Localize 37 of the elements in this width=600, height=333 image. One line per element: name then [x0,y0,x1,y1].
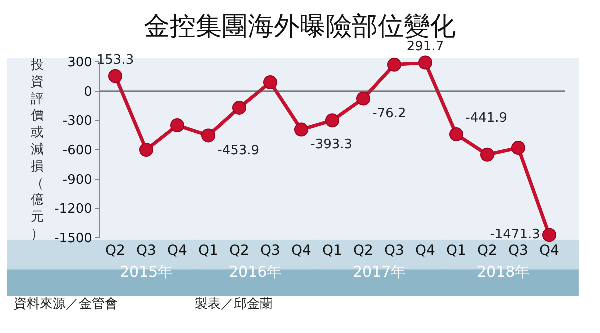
x-tick-label: Q4 [416,243,436,259]
y-tick-label: -900 [62,172,92,188]
y-tick-label: 300 [68,56,92,71]
x-tick-label: Q4 [292,243,312,259]
x-tick-label: Q1 [446,243,466,259]
x-tick-label: Q1 [322,243,342,259]
data-label: -1471.3 [490,227,540,242]
x-tick-label: Q2 [106,243,126,259]
x-tick-label: Q1 [198,243,218,259]
x-tick-label: Q3 [384,243,404,259]
data-label: -393.3 [310,138,353,153]
x-tick-label: Q4 [540,243,560,259]
x-tick-label: Q3 [260,243,280,259]
data-label: -76.2 [372,106,406,122]
text: 2017年 [353,263,406,281]
source-note: 資料來源／金管會 [14,297,118,312]
text: 2015年 [120,263,174,281]
text: 2016年 [229,263,282,281]
y-tick-label: -300 [62,114,92,130]
text: 2018年 [477,263,530,281]
y-tick-label: 0 [84,84,92,100]
y-tick-label: -1500 [54,232,92,247]
text: 製表／邱金蘭 [195,297,273,312]
y-tick-label: -600 [62,144,92,159]
data-label: 291.7 [406,39,444,54]
y-tick-label: -1200 [54,202,92,218]
data-label: -441.9 [466,111,508,126]
x-tick-label: Q3 [136,243,156,259]
x-tick-label: Q3 [508,243,528,259]
x-tick-label: Q2 [478,243,498,259]
chart-title: 金控集團海外曝險部位變化 [144,12,456,42]
text: 投資評價或減損（億元） [31,58,44,242]
x-tick-label: Q4 [168,243,188,259]
x-tick-label: Q2 [354,243,374,259]
data-label: -453.9 [218,144,260,159]
x-tick-label: Q2 [230,243,250,259]
data-label: 153.3 [96,52,134,68]
